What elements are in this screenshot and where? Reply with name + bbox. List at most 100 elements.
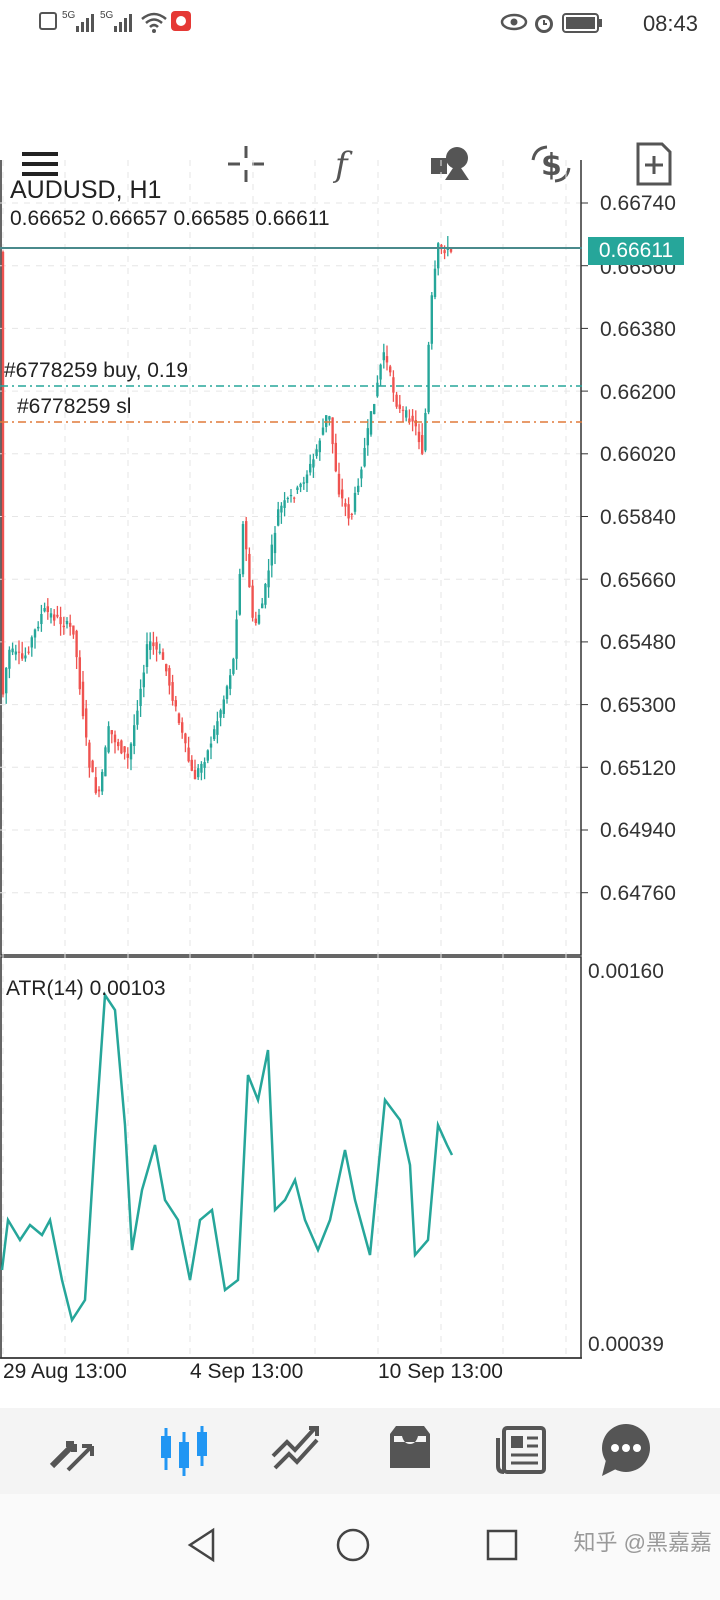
- candle-body: [37, 626, 40, 629]
- candle-body: [149, 641, 152, 650]
- bottom-navigation: [0, 1408, 720, 1494]
- chart-symbol-title: AUDUSD, H1: [10, 176, 162, 204]
- candle-body: [133, 725, 136, 747]
- wifi-icon: [140, 10, 168, 37]
- quotes-icon[interactable]: [42, 1420, 102, 1480]
- candle-body: [81, 681, 85, 717]
- price-axis-label: 0.65480: [600, 631, 676, 654]
- stop-loss-label[interactable]: #6778259 sl: [17, 395, 132, 418]
- atr-scale-top: 0.00160: [588, 960, 664, 983]
- recents-icon[interactable]: [482, 1525, 522, 1565]
- candle-body: [430, 295, 433, 344]
- price-axis-label: 0.65300: [600, 694, 676, 717]
- candle-body: [369, 411, 373, 435]
- candle-body: [350, 513, 353, 515]
- system-navigation-bar: [0, 1494, 720, 1600]
- candle-body: [33, 629, 37, 638]
- app-notification-icon: [170, 10, 192, 35]
- candle-body: [315, 449, 318, 457]
- candle-body: [24, 655, 27, 659]
- candle-body: [30, 637, 33, 648]
- atr-indicator-label: ATR(14) 0.00103: [6, 977, 166, 1000]
- candle-body: [85, 708, 88, 738]
- trade-icon[interactable]: [267, 1420, 327, 1480]
- candle-body: [120, 740, 123, 754]
- candle-body: [334, 442, 337, 472]
- main-pane-frame: [0, 160, 582, 956]
- news-icon[interactable]: [492, 1420, 552, 1480]
- candle-body: [373, 404, 376, 415]
- 5g-signal-icon: 5G: [62, 10, 96, 37]
- candle-body: [424, 412, 427, 451]
- atr-line: [0, 991, 454, 1324]
- candle-body: [11, 648, 14, 653]
- price-axis-label: 0.66200: [600, 381, 676, 404]
- candle-body: [190, 759, 193, 771]
- candle-body: [347, 504, 350, 519]
- candle-body: [289, 494, 293, 497]
- candle-body: [293, 497, 296, 499]
- candle-body: [241, 524, 245, 575]
- candle-body: [187, 747, 190, 762]
- candle-body: [161, 652, 165, 660]
- back-icon[interactable]: [182, 1525, 222, 1565]
- candle-body: [414, 420, 417, 427]
- candle-body: [49, 613, 53, 618]
- clock-time: 08:43: [642, 11, 698, 36]
- candle-body: [283, 500, 286, 508]
- candle-body: [184, 733, 187, 744]
- candle-body: [8, 649, 11, 669]
- candle-body: [325, 415, 328, 427]
- menu-icon[interactable]: [16, 140, 64, 188]
- chart-area[interactable]: [0, 160, 720, 1410]
- candle-body: [238, 574, 241, 615]
- shapes-icon[interactable]: [427, 140, 475, 188]
- candle-body: [353, 492, 357, 512]
- candle-body: [321, 427, 325, 435]
- candle-body: [129, 743, 133, 760]
- candle-body: [21, 653, 24, 659]
- chat-icon[interactable]: [596, 1420, 656, 1480]
- candle-body: [382, 352, 385, 361]
- price-axis-label: 0.65840: [600, 506, 676, 529]
- candle-body: [107, 726, 110, 753]
- candle-body: [126, 753, 129, 758]
- candle-body: [270, 544, 273, 566]
- candle-body: [421, 435, 424, 454]
- candle-body: [264, 583, 267, 605]
- candle-body: [101, 771, 104, 792]
- candle-body: [405, 410, 408, 418]
- battery-icon: [562, 12, 604, 37]
- candle-body: [302, 482, 305, 484]
- candle-body: [398, 404, 401, 409]
- chart-icon[interactable]: [154, 1420, 214, 1480]
- candle-body: [232, 658, 235, 674]
- candle-body: [376, 382, 379, 397]
- candle-body: [222, 699, 225, 714]
- candle-body: [213, 729, 216, 740]
- time-axis-label: 10 Sep 13:00: [378, 1360, 503, 1383]
- price-axis-label: 0.65660: [600, 569, 676, 592]
- candle-body: [363, 447, 366, 467]
- currency-exchange-icon[interactable]: $: [527, 140, 575, 188]
- chart-canvas[interactable]: [0, 160, 720, 1410]
- function-icon[interactable]: f: [323, 140, 371, 188]
- candle-body: [62, 625, 65, 628]
- buy-order-label[interactable]: #6778259 buy, 0.19: [4, 359, 189, 382]
- candle-body: [286, 498, 289, 500]
- candle-body: [113, 734, 117, 743]
- crosshair-icon[interactable]: [222, 140, 270, 188]
- candle-body: [152, 642, 155, 647]
- history-icon[interactable]: [380, 1420, 440, 1480]
- home-icon[interactable]: [333, 1525, 373, 1565]
- candle-body: [17, 651, 21, 653]
- candle-body: [181, 722, 184, 733]
- candle-body: [72, 625, 75, 635]
- candle-body: [203, 762, 206, 768]
- candle-body: [341, 489, 344, 499]
- candle-body: [318, 440, 321, 453]
- candle-body: [209, 743, 213, 748]
- new-order-icon[interactable]: [630, 140, 678, 188]
- candle-body: [328, 416, 331, 420]
- candle-body: [168, 668, 171, 686]
